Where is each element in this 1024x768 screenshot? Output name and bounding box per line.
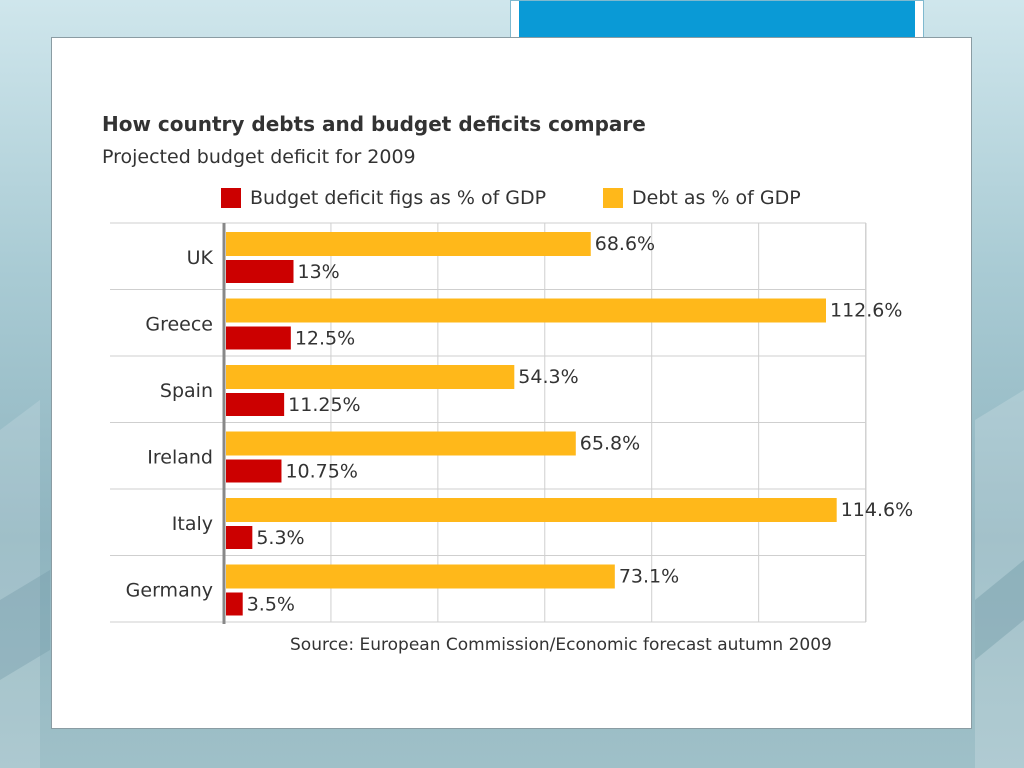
bar-debt [226,498,837,522]
bar-deficit [226,260,294,283]
data-label-debt: 73.1% [619,566,679,588]
chart-subtitle: Projected budget deficit for 2009 [102,146,416,168]
category-label: Italy [172,513,213,535]
legend-label-debt: Debt as % of GDP [632,187,801,209]
legend-swatch-deficit [221,188,241,208]
data-label-debt: 114.6% [841,499,913,521]
data-label-deficit: 11.25% [288,394,360,416]
bar-debt [226,431,576,456]
category-label: Ireland [147,447,213,469]
bar-deficit [226,526,253,549]
data-label-debt: 112.6% [830,300,902,322]
category-label: Germany [126,580,213,602]
data-label-deficit: 10.75% [285,461,357,483]
data-label-debt: 54.3% [518,366,578,388]
data-label-debt: 68.6% [595,233,655,255]
legend-swatch-debt [603,188,623,208]
category-label: UK [187,247,214,269]
data-label-deficit: 12.5% [295,328,355,350]
bar-deficit [226,459,282,483]
data-label-deficit: 3.5% [247,594,295,616]
data-label-debt: 65.8% [580,433,640,455]
data-label-deficit: 13% [298,261,340,283]
legend-item-deficit: Budget deficit figs as % of GDP [221,187,546,209]
legend-label-deficit: Budget deficit figs as % of GDP [250,187,547,209]
data-label-deficit: 5.3% [256,527,304,549]
chart-source: Source: European Commission/Economic for… [290,635,832,655]
category-label: Greece [145,314,213,336]
legend-item-debt: Debt as % of GDP [603,187,801,209]
bar-debt [226,298,826,323]
bar-deficit [226,393,285,416]
bar-debt [226,365,515,389]
bar-debt [226,232,591,256]
bar-deficit [226,592,243,616]
bar-deficit [226,326,291,350]
bar-debt [226,564,615,589]
chart-title: How country debts and budget deficits co… [102,112,646,136]
category-label: Spain [160,380,213,402]
